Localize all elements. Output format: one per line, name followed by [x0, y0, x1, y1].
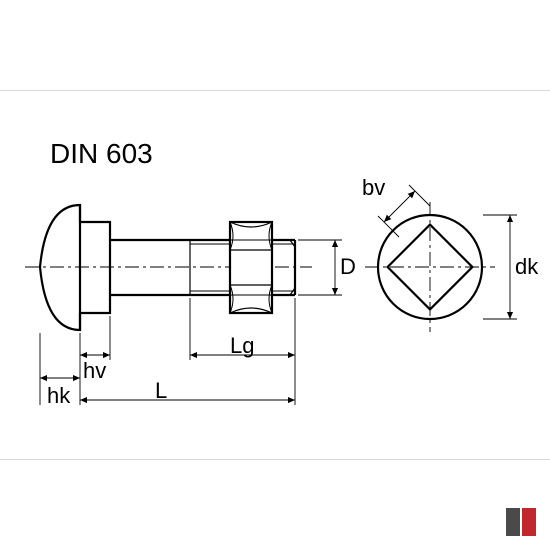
brand-logo — [506, 508, 536, 536]
dim-hv: hv — [83, 358, 106, 384]
standard-title: DIN 603 — [50, 138, 153, 170]
diagram-canvas: DIN 603 hk hv L Lg D bv dk — [0, 0, 550, 550]
technical-drawing — [0, 0, 550, 550]
dim-bv: bv — [362, 175, 385, 201]
dim-Lg: Lg — [230, 333, 254, 359]
dim-dk: dk — [515, 254, 538, 280]
dim-L: L — [155, 378, 167, 404]
logo-left-bar — [506, 508, 520, 536]
dim-D: D — [340, 254, 356, 280]
logo-right-bar — [522, 508, 536, 536]
dim-hk: hk — [47, 383, 70, 409]
